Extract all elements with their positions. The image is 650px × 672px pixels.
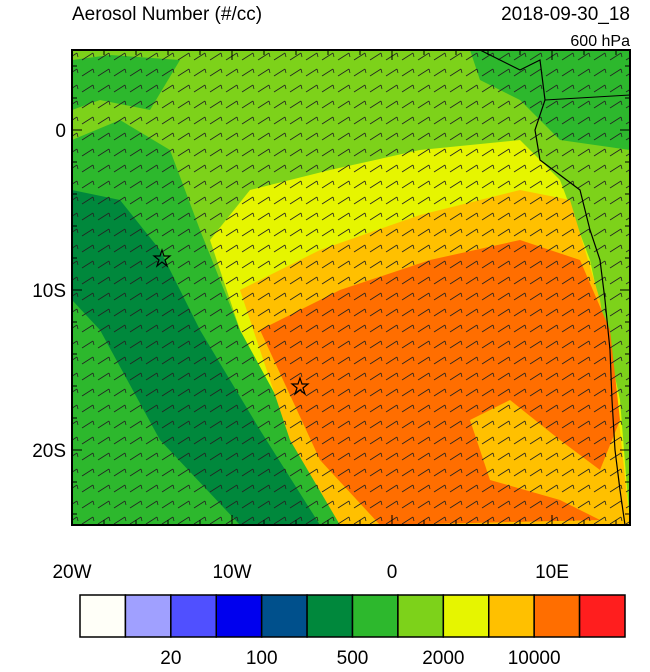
- colorbar-box: [260, 594, 308, 638]
- colorbar-box: [533, 594, 581, 638]
- colorbar: 20 100 500 2000 10000: [79, 594, 626, 669]
- lat-label: 0: [55, 121, 66, 142]
- colorbar-box: [488, 594, 535, 638]
- lat-label: 10S: [32, 281, 66, 302]
- colorbar-box: [578, 594, 626, 638]
- lon-label: 10W: [212, 562, 251, 583]
- colorbar-label: 10000: [508, 648, 561, 667]
- lon-label: 20W: [52, 562, 91, 583]
- date: 2018-09-30_18: [501, 4, 630, 25]
- colorbar-box: [397, 594, 445, 638]
- colorbar-label: 100: [246, 648, 278, 667]
- map-field: [72, 50, 630, 525]
- colorbar-label: 20: [160, 648, 181, 667]
- colorbar-box: [215, 594, 263, 638]
- map-frame: [71, 49, 631, 526]
- lon-label: 0: [387, 562, 398, 583]
- colorbar-box: [170, 594, 217, 638]
- lon-label: 10E: [535, 562, 569, 583]
- colorbar-box: [79, 594, 127, 638]
- colorbar-box: [442, 594, 490, 638]
- ticks: 0 10S 20S 20W 10W 0 10E: [32, 50, 630, 583]
- title: Aerosol Number (#/cc): [72, 4, 262, 25]
- colorbar-box: [124, 594, 172, 638]
- colorbar-box: [351, 594, 399, 638]
- colorbar-label: 500: [337, 648, 369, 667]
- colorbar-box: [306, 594, 354, 638]
- lat-label: 20S: [32, 441, 66, 462]
- colorbar-label: 2000: [422, 648, 464, 667]
- level: 600 hPa: [570, 33, 630, 50]
